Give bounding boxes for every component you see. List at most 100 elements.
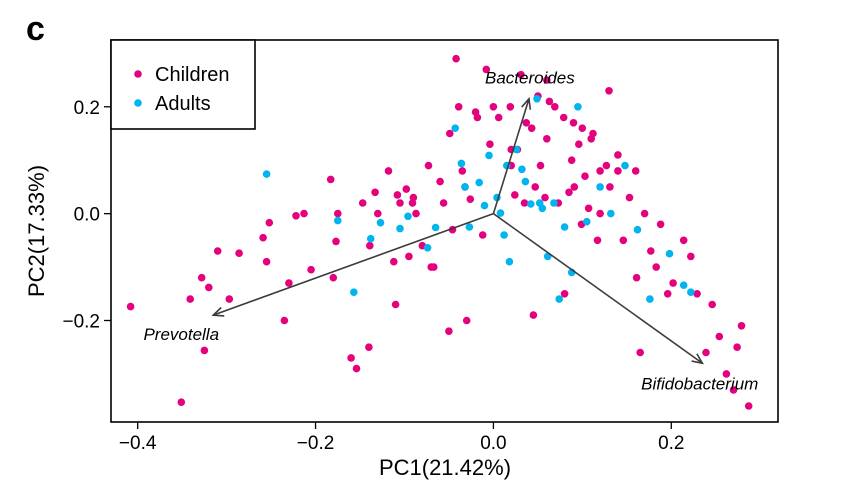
x-axis: −0.4 −0.2 0.0 0.2 [119, 422, 684, 454]
children-point [478, 231, 487, 239]
children-point [436, 177, 444, 186]
adults-point [521, 177, 530, 186]
y-tick-label: −0.2 [62, 311, 100, 332]
adults-point [451, 124, 460, 132]
children-point [631, 167, 640, 175]
children-point [374, 209, 382, 218]
prevotella-arrow [213, 212, 494, 316]
children-point [722, 370, 731, 378]
adults-point [475, 178, 484, 187]
children-point [565, 188, 573, 197]
children-point [545, 97, 554, 106]
children-point [715, 332, 724, 341]
children-point [352, 364, 361, 373]
adults-point [574, 103, 582, 111]
adults-point [583, 217, 591, 226]
children-point [614, 151, 622, 159]
children-point [213, 247, 222, 255]
children-point [543, 76, 551, 84]
children-point [640, 209, 649, 218]
scatter-points [126, 54, 753, 410]
children-point [393, 191, 402, 199]
children-point [543, 135, 551, 143]
adults-point [461, 183, 469, 191]
adults-point [560, 223, 569, 231]
children-point [587, 135, 595, 143]
children-point [652, 263, 660, 271]
children-point [529, 311, 538, 319]
children-point [584, 204, 593, 213]
children-point [606, 183, 614, 191]
children-point [390, 257, 398, 266]
adults-point [527, 200, 535, 208]
children-point [280, 316, 289, 325]
adults-point [262, 170, 271, 178]
children-point [517, 70, 525, 79]
adults-point [457, 159, 466, 168]
children-point [259, 233, 267, 242]
children-point [402, 185, 411, 193]
children-point [396, 199, 404, 207]
loading-arrows: Bacteroides Prevotella Bifidobacterium [143, 68, 758, 393]
children-point [569, 119, 578, 127]
children-point [656, 220, 665, 229]
children-point [412, 209, 420, 218]
adults-point [607, 209, 615, 218]
children-point [531, 183, 539, 191]
children-point [593, 236, 602, 245]
children-point [520, 199, 529, 207]
children-point [614, 167, 622, 175]
adults-point [596, 183, 604, 191]
children-point [702, 348, 710, 357]
children-point [424, 161, 433, 170]
children-point [729, 386, 738, 394]
children-point [489, 103, 498, 111]
adults-point [334, 216, 342, 225]
adults-point [555, 295, 563, 303]
children-point [708, 300, 716, 309]
children-point [409, 193, 418, 202]
children-point [454, 103, 463, 111]
y-tick-label: 0.2 [74, 98, 100, 119]
prevotella-arrowhead [211, 306, 225, 317]
children-point [452, 54, 460, 63]
bacteroides-arrowhead [521, 96, 532, 110]
x-tick-label: 0.2 [658, 433, 684, 454]
children-point [366, 241, 374, 250]
adults-point [396, 224, 404, 233]
children-point [471, 108, 480, 116]
children-point [225, 295, 234, 303]
children-point [358, 199, 367, 207]
prevotella-label: Prevotella [143, 325, 219, 344]
adults-point [633, 225, 642, 234]
adults-point [431, 223, 440, 232]
children-point [541, 193, 549, 202]
children-point [391, 300, 400, 309]
adults-point [376, 218, 385, 227]
adults-point [480, 201, 489, 210]
legend: Children Adults [110, 39, 256, 130]
legend-box [110, 39, 256, 130]
adults-point [533, 95, 541, 103]
children-point [126, 302, 135, 311]
children-point [186, 295, 194, 303]
children-point [371, 188, 379, 197]
children-point [596, 167, 604, 175]
y-tick-label: 0.0 [74, 205, 100, 226]
children-point [446, 129, 454, 138]
children-point [262, 257, 271, 266]
adults-point [465, 223, 474, 231]
adults-point [496, 209, 505, 217]
children-point [177, 398, 186, 407]
children-point [605, 87, 613, 95]
children-point [522, 119, 531, 127]
y-axis: 0.2 0.0 −0.2 [62, 98, 111, 332]
children-point [663, 290, 672, 298]
children-point [458, 167, 467, 175]
adults-point [485, 151, 493, 160]
x-axis-label: PC1(21.42%) [379, 455, 511, 480]
children-point [205, 283, 213, 292]
adults-point [646, 295, 654, 303]
children-point [235, 249, 243, 257]
children-point [687, 252, 695, 261]
